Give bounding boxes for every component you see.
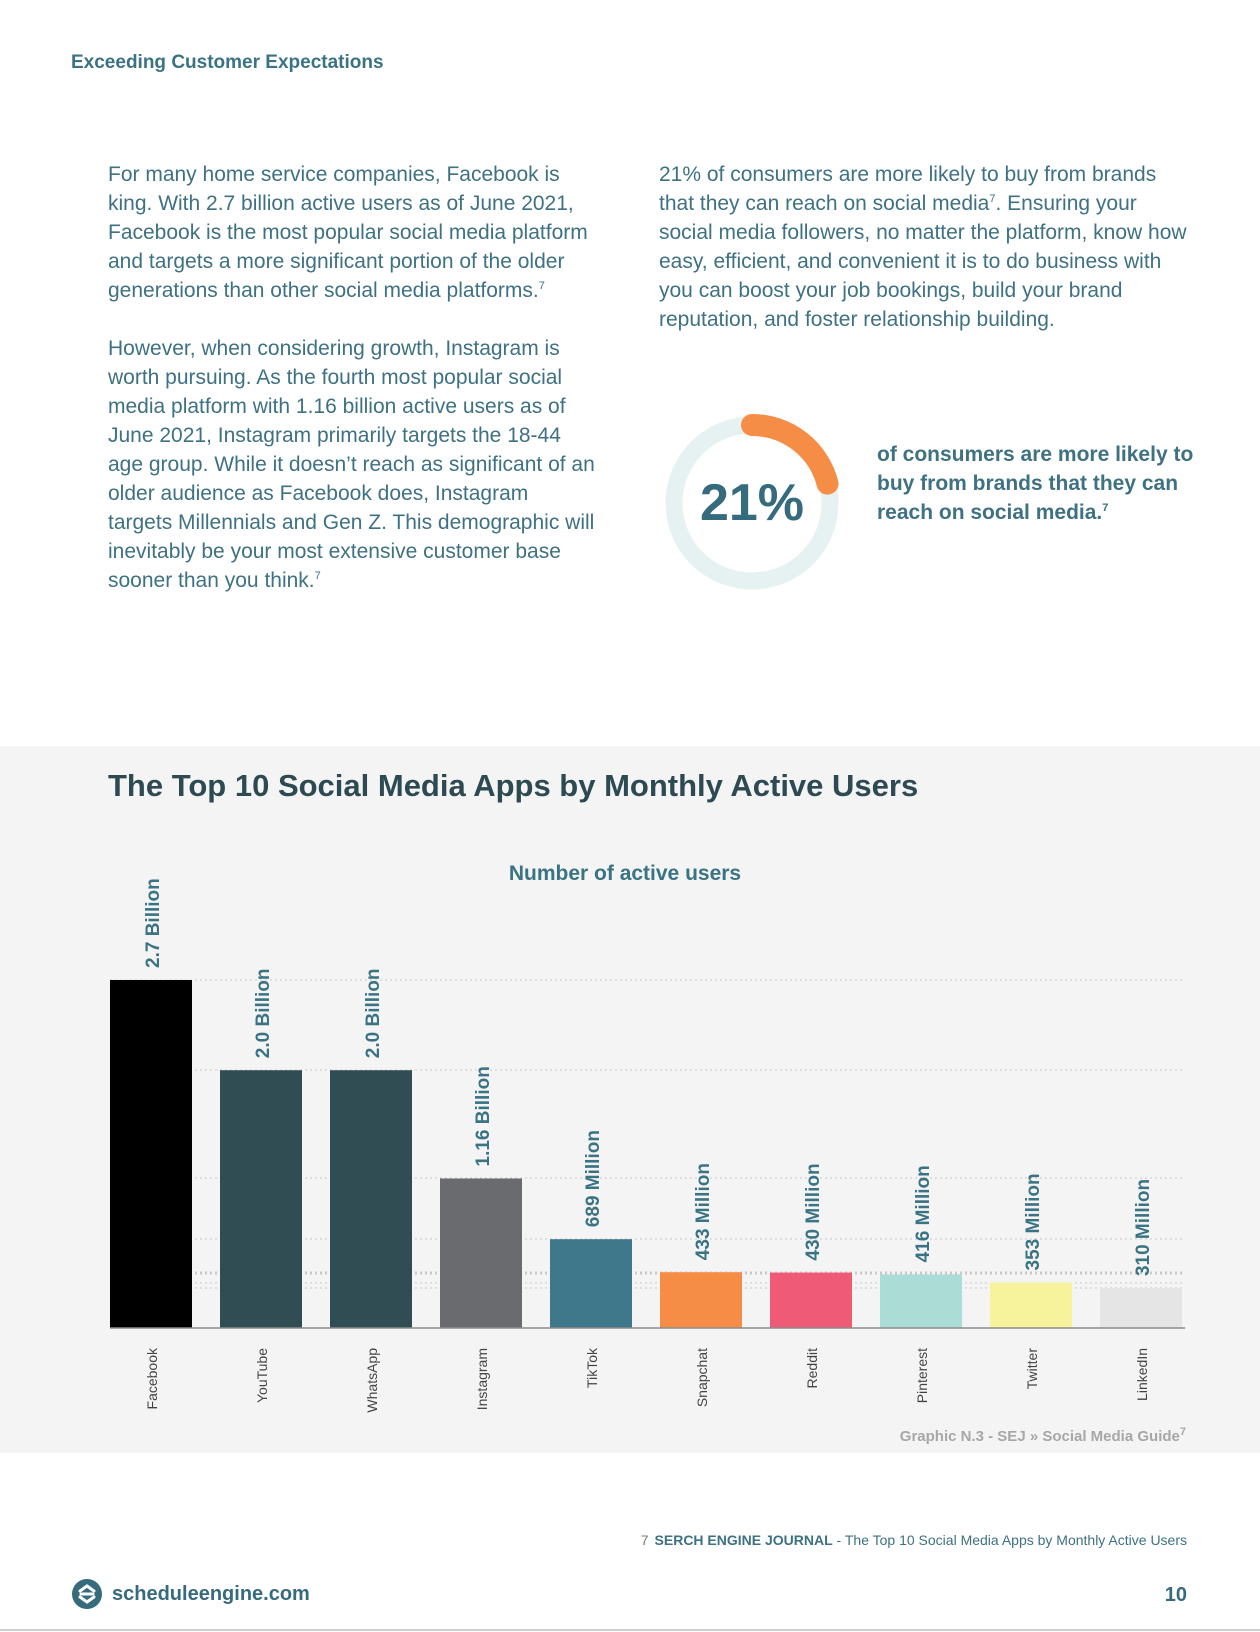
footnote-ref: 7 [314, 570, 321, 582]
footnote-ref: 7 [989, 193, 996, 205]
chart-source-text: Graphic N.3 - SEJ » Social Media Guide [899, 1428, 1180, 1445]
page-number: 10 [1164, 1584, 1187, 1606]
donut-arc [741, 414, 839, 495]
category-label: Facebook [144, 1347, 160, 1409]
footnote-ref: 7 [1179, 1426, 1186, 1438]
bar-instagram [440, 1178, 522, 1328]
bar-value-label: 1.16 Billion [473, 1066, 494, 1166]
bar-value-label: 2.7 Billion [143, 878, 164, 968]
footnote-number: 7 [640, 1532, 649, 1548]
left-column: For many home service companies, Faceboo… [108, 160, 598, 595]
footnote-title: - The Top 10 Social Media Apps by Monthl… [832, 1532, 1187, 1548]
category-label: Snapchat [694, 1348, 710, 1407]
category-label: Reddit [804, 1348, 820, 1389]
footnote-source: SERCH ENGINE JOURNAL [654, 1532, 833, 1548]
category-label: WhatsApp [364, 1348, 380, 1413]
stat-value: 21% [699, 474, 805, 532]
bar-value-label: 430 Million [803, 1163, 824, 1260]
bar-twitter [990, 1282, 1072, 1328]
bar-reddit [770, 1272, 852, 1328]
category-label: YouTube [254, 1348, 270, 1403]
brand: scheduleengine.com [71, 1578, 310, 1610]
paragraph-consumers-text-cont: . Ensuring your social media followers, … [659, 192, 1187, 331]
bar-value-label: 689 Million [583, 1130, 604, 1227]
stat-description: of consumers are more likely to buy from… [877, 440, 1197, 527]
schedule-engine-logo-icon [72, 1579, 102, 1609]
brand-name: scheduleengine.com [112, 1582, 310, 1605]
stat-donut: 21% [657, 408, 847, 598]
right-column: 21% of consumers are more likely to buy … [659, 160, 1189, 334]
chart-subtitle: Number of active users [508, 862, 742, 885]
bar-value-label: 310 Million [1133, 1179, 1154, 1276]
bar-facebook [110, 980, 192, 1328]
bar-value-label: 416 Million [913, 1165, 934, 1262]
category-label: Instagram [474, 1348, 490, 1410]
footnote: 7 SERCH ENGINE JOURNAL - The Top 10 Socia… [560, 1532, 1187, 1548]
chart-section [0, 746, 1260, 1453]
footnote-ref: 7 [1102, 502, 1109, 514]
paragraph-consumers-text: 21% of consumers are more likely to buy … [659, 163, 1157, 215]
footnote-ref: 7 [538, 280, 545, 292]
paragraph-instagram: However, when considering growth, Instag… [108, 334, 598, 595]
paragraph-instagram-text: However, when considering growth, Instag… [108, 337, 595, 592]
bar-snapchat [660, 1272, 742, 1328]
bar-pinterest [880, 1274, 962, 1328]
donut-graphic [665, 414, 839, 590]
bar-tiktok [550, 1239, 632, 1328]
category-label: Pinterest [914, 1348, 930, 1403]
chart-source: Graphic N.3 - SEJ » Social Media Guide7 [760, 1426, 1186, 1446]
page-header-title: Exceeding Customer Expectations [71, 52, 384, 73]
bar-value-label: 433 Million [693, 1163, 714, 1260]
bar-linkedin [1100, 1288, 1182, 1328]
bar-whatsapp [330, 1070, 412, 1328]
stat-description-text: of consumers are more likely to buy from… [877, 443, 1194, 524]
chart-title: The Top 10 Social Media Apps by Monthly … [108, 768, 919, 803]
page-bottom-rule [0, 1629, 1260, 1631]
paragraph-consumers: 21% of consumers are more likely to buy … [659, 160, 1189, 334]
paragraph-facebook-text: For many home service companies, Faceboo… [108, 163, 588, 302]
category-label: TikTok [584, 1347, 600, 1388]
bar-value-label: 353 Million [1023, 1173, 1044, 1270]
bar-value-label: 2.0 Billion [253, 968, 274, 1058]
bar-chart: 2.7 Billion Facebook 2.0 Billion YouTube 2.0… [110, 878, 1185, 1413]
bar-value-label: 2.0 Billion [363, 968, 384, 1058]
paragraph-facebook: For many home service companies, Faceboo… [108, 160, 598, 305]
category-label: Twitter [1024, 1348, 1040, 1390]
bar-youtube [220, 1070, 302, 1328]
category-label: LinkedIn [1134, 1348, 1150, 1401]
